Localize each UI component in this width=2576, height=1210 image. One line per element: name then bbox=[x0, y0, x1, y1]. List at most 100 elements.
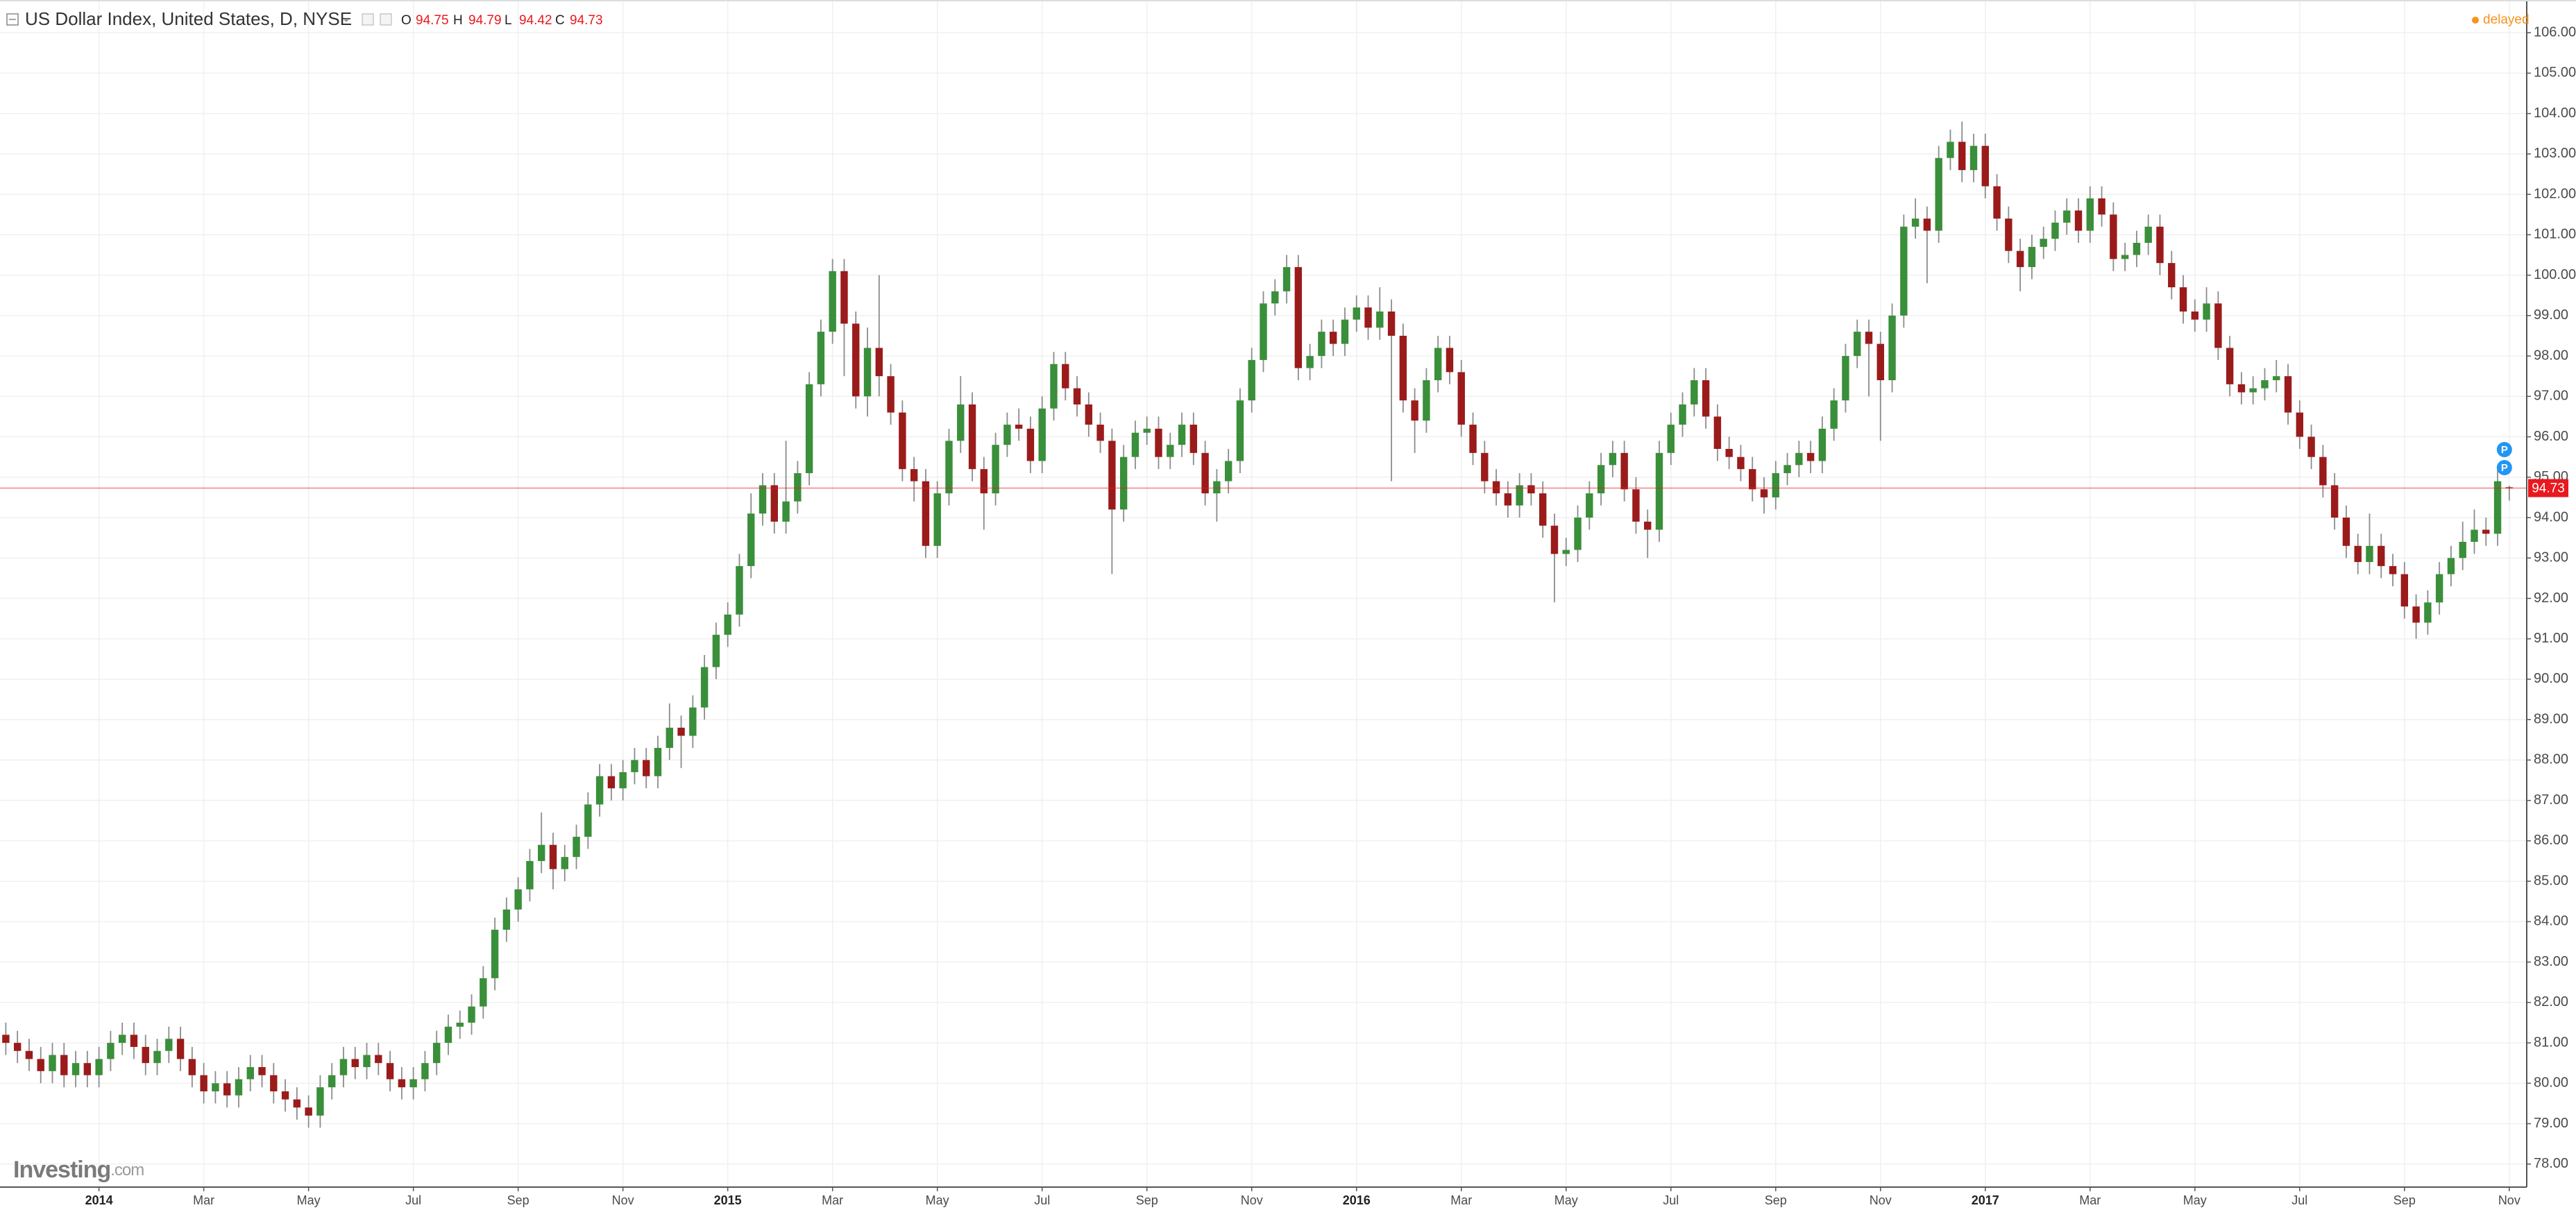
x-tick-label: May bbox=[2183, 1193, 2207, 1207]
y-tick-label: 100.00 bbox=[2534, 267, 2576, 282]
candle-body bbox=[421, 1063, 429, 1080]
candle-body bbox=[37, 1059, 44, 1071]
x-tick-label: Jul bbox=[2291, 1193, 2307, 1207]
candle-body bbox=[235, 1079, 243, 1096]
candle-body bbox=[2098, 198, 2105, 215]
candle-body bbox=[1597, 465, 1605, 494]
event-marker-label: P bbox=[2501, 462, 2508, 474]
last-price-label: 94.73 bbox=[2532, 482, 2565, 496]
candle-body bbox=[1399, 335, 1407, 401]
candle-body bbox=[782, 501, 790, 522]
candle-body bbox=[1434, 348, 1442, 381]
candle-body bbox=[2191, 312, 2199, 320]
status-dot bbox=[2472, 17, 2479, 24]
candle-body bbox=[246, 1067, 254, 1080]
candle-body bbox=[2412, 606, 2420, 623]
candle-body bbox=[1550, 525, 1559, 554]
y-tick-label: 94.00 bbox=[2534, 509, 2568, 525]
candle-body bbox=[375, 1055, 382, 1064]
candle-body bbox=[1516, 485, 1523, 506]
candle-body bbox=[700, 667, 709, 708]
candle-body bbox=[1504, 493, 1512, 506]
y-tick-label: 89.00 bbox=[2534, 711, 2568, 726]
candle-body bbox=[2156, 226, 2164, 264]
candle-body bbox=[1643, 521, 1652, 530]
candle-body bbox=[142, 1046, 149, 1064]
event-marker-label: P bbox=[2501, 444, 2508, 456]
candle-body bbox=[386, 1063, 394, 1080]
candle-body bbox=[875, 348, 883, 377]
candle-body bbox=[945, 441, 953, 494]
brand-name-text: Investing bbox=[13, 1157, 110, 1183]
x-tick-label: Sep bbox=[507, 1193, 529, 1207]
candle-body bbox=[1015, 425, 1023, 429]
event-marker[interactable] bbox=[2496, 442, 2512, 458]
y-tick-label: 86.00 bbox=[2534, 833, 2568, 848]
candle-body bbox=[2459, 541, 2466, 559]
candle-body bbox=[2307, 436, 2315, 457]
candle-body bbox=[1423, 380, 1430, 421]
candle-body bbox=[817, 332, 825, 384]
event-marker[interactable] bbox=[2496, 460, 2512, 476]
x-tick-label: 2014 bbox=[85, 1193, 113, 1207]
candle-body bbox=[968, 404, 976, 470]
y-tick-label: 105.00 bbox=[2534, 65, 2576, 80]
candle-body bbox=[677, 727, 685, 736]
candle-body bbox=[736, 565, 743, 615]
candle-body bbox=[561, 857, 568, 869]
candle-body bbox=[1702, 380, 1710, 417]
ohlc-value: 94.75 bbox=[416, 13, 449, 28]
candle-body bbox=[2214, 303, 2222, 348]
candle-body bbox=[992, 445, 999, 494]
dropdown-caret[interactable] bbox=[343, 19, 350, 22]
settings-button[interactable] bbox=[362, 13, 374, 26]
candle-body bbox=[1679, 404, 1686, 425]
x-tick-label: 2016 bbox=[1343, 1193, 1371, 1207]
candle-body bbox=[1003, 425, 1011, 445]
brand-logo: Investing.com bbox=[13, 1157, 144, 1183]
candle-body bbox=[212, 1083, 219, 1091]
x-tick-label: May bbox=[297, 1193, 321, 1207]
candle-body bbox=[1492, 481, 1500, 494]
candle-body bbox=[13, 1043, 22, 1051]
y-tick-label: 81.00 bbox=[2534, 1034, 2568, 1050]
x-tick-label: Sep bbox=[1765, 1193, 1787, 1207]
candle-body bbox=[643, 760, 650, 776]
candle-body bbox=[922, 481, 930, 546]
ohlc-value: 94.79 bbox=[468, 13, 502, 28]
candle-body bbox=[1888, 315, 1896, 381]
candle-body bbox=[1143, 428, 1151, 433]
header: US Dollar Index, United States, D, NYSE … bbox=[6, 8, 2530, 29]
candle-body bbox=[1260, 303, 1267, 360]
candle-body bbox=[2110, 214, 2117, 259]
close-button[interactable] bbox=[380, 13, 392, 26]
candle-body bbox=[1783, 465, 1791, 473]
candle-body bbox=[526, 861, 534, 889]
candle-body bbox=[2366, 545, 2373, 563]
y-tick-label: 106.00 bbox=[2534, 24, 2576, 40]
candle-body bbox=[1772, 472, 1779, 497]
candle-body bbox=[2424, 602, 2432, 623]
candle-body bbox=[1854, 332, 1861, 357]
candle-body bbox=[1818, 428, 1827, 461]
candle-body bbox=[258, 1067, 266, 1075]
candle-body bbox=[2261, 380, 2269, 389]
candle-body bbox=[1923, 219, 1931, 231]
candle-body bbox=[1364, 307, 1372, 328]
candle-body bbox=[1830, 400, 1838, 429]
candle-body bbox=[1981, 146, 1989, 187]
candle-body bbox=[1667, 425, 1675, 453]
candle-body bbox=[1842, 356, 1849, 401]
candle-body bbox=[2378, 545, 2385, 566]
candle-body bbox=[1248, 359, 1255, 401]
collapse-icon[interactable] bbox=[6, 13, 19, 26]
x-tick-label: Nov bbox=[1870, 1193, 1892, 1207]
candle-body bbox=[2051, 222, 2059, 239]
candle-body bbox=[2168, 263, 2176, 288]
x-tick-label: Sep bbox=[2393, 1193, 2416, 1207]
candle-body bbox=[165, 1039, 173, 1051]
y-tick-label: 91.00 bbox=[2534, 631, 2568, 646]
candles: PP bbox=[0, 121, 2527, 1128]
x-tick-label: Nov bbox=[1241, 1193, 1263, 1207]
